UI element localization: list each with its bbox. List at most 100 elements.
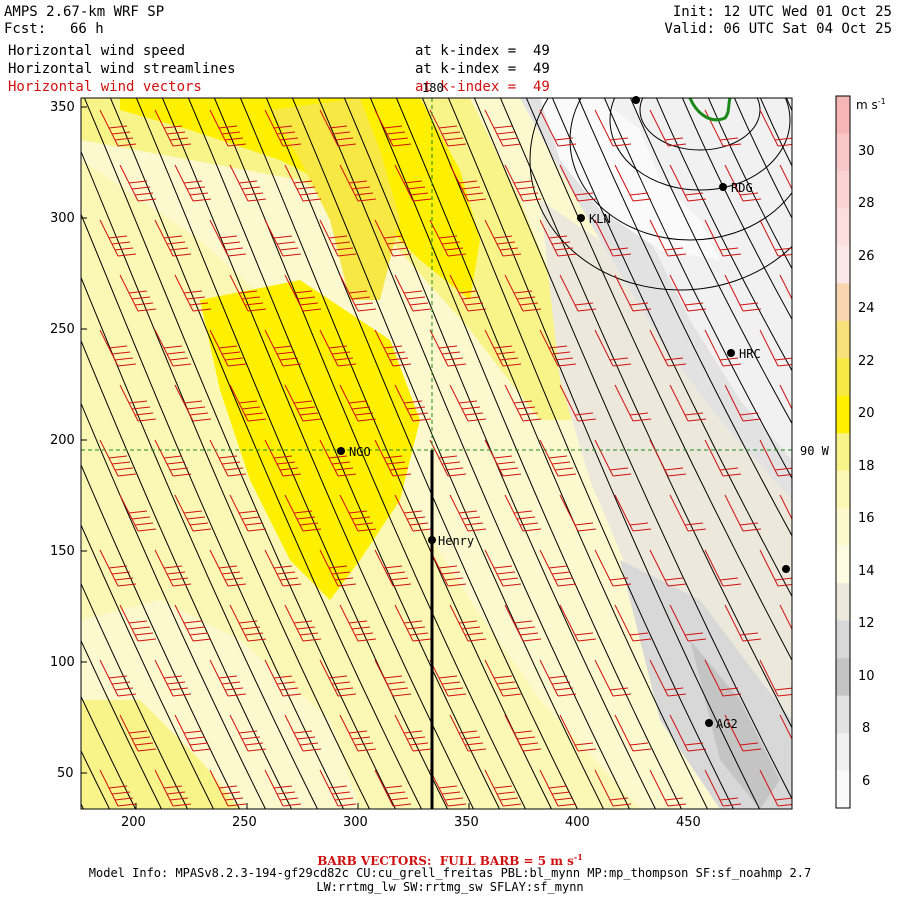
y-tick-label: 100 <box>50 655 75 670</box>
wind-barb <box>154 769 192 807</box>
wind-barb <box>704 439 742 477</box>
colorbar-label: 24 <box>858 301 875 316</box>
wind-barb <box>559 274 597 312</box>
wind-barb <box>504 384 542 422</box>
wind-barb <box>119 274 157 312</box>
wind-barb <box>504 494 542 532</box>
wind-barb <box>339 274 377 312</box>
wind-barb <box>594 109 632 147</box>
colorbar-segment <box>836 395 850 434</box>
plot-frame <box>80 97 793 810</box>
wind-barb <box>119 714 157 752</box>
wind-barb <box>449 164 487 202</box>
wind-barb <box>614 714 652 752</box>
wind-barb <box>614 164 652 202</box>
colorbar-segment <box>836 320 850 359</box>
colorbar-label: 30 <box>858 144 875 159</box>
streamline <box>499 98 792 729</box>
colorbar-segment <box>836 470 850 509</box>
wind-barb <box>319 769 357 807</box>
wind-barb <box>264 769 302 807</box>
colorbar-segment <box>836 358 850 397</box>
colorbar-segment <box>836 695 850 734</box>
parallel-label: 90 W <box>800 444 829 458</box>
colorbar-label: 22 <box>858 354 875 369</box>
wind-barb <box>209 329 247 367</box>
wind-barb <box>669 494 707 532</box>
wind-barb <box>704 549 742 587</box>
wind-barb <box>174 494 212 532</box>
wind-barb <box>484 549 522 587</box>
colorbar-label: 6 <box>862 774 871 789</box>
streamline <box>265 98 579 809</box>
model-title: AMPS 2.67-km WRF SP <box>4 4 165 20</box>
wind-barb <box>119 494 157 532</box>
wind-barb <box>209 659 247 697</box>
station-hrc-label: HRC <box>739 347 761 361</box>
colorbar-label: 28 <box>858 196 875 211</box>
colorbar-segment <box>836 433 850 472</box>
streamline <box>291 98 605 809</box>
wind-barb <box>539 549 577 587</box>
wind-barb <box>154 439 192 477</box>
wind-barb <box>374 769 412 807</box>
colorbar-label: 20 <box>858 406 875 421</box>
wind-barb <box>174 604 212 642</box>
streamline <box>81 402 267 809</box>
station-hrc-marker <box>727 349 735 357</box>
station-ag2-marker <box>705 719 713 727</box>
wind-barb <box>724 384 762 422</box>
wind-barb <box>559 714 597 752</box>
wind-barb <box>724 494 762 532</box>
wind-barb <box>594 329 632 367</box>
colorbar-label: 26 <box>858 249 875 264</box>
colorbar-segment <box>836 545 850 584</box>
station-kln-label: KLN <box>589 212 611 226</box>
wind-barb <box>779 384 792 411</box>
colorbar-segment <box>836 283 850 322</box>
colorbar-segment <box>836 170 850 209</box>
forecast-label: Fcst: <box>4 21 47 37</box>
wind-barb <box>154 659 192 697</box>
wind-barb <box>724 604 762 642</box>
wind-barb <box>174 714 212 752</box>
y-tick-label: 200 <box>50 433 75 448</box>
wind-barb <box>319 659 357 697</box>
wind-barb <box>724 274 762 312</box>
colorbar-unit: m s-1 <box>856 97 886 112</box>
y-tick-label: 50 <box>57 766 74 781</box>
wind-barb <box>559 494 597 532</box>
wind-barb <box>429 659 467 697</box>
wind-barb <box>704 329 742 367</box>
wind-barb <box>539 659 577 697</box>
wind-barb <box>724 714 762 752</box>
wind-barb <box>119 164 157 202</box>
colorbar-segment <box>836 620 850 659</box>
wind-barb <box>374 549 412 587</box>
wind-barb <box>669 714 707 752</box>
x-tick-label: 250 <box>232 815 257 830</box>
streamline <box>421 98 735 809</box>
field-2-name: Horizontal wind streamlines <box>8 61 236 77</box>
colorbar-label: 14 <box>858 564 875 579</box>
barb-legend: BARB VECTORS: FULL BARB = 5 m s-1 <box>317 852 583 868</box>
wind-barb <box>704 659 742 697</box>
streamline <box>707 98 792 270</box>
colorbar-label: 16 <box>858 511 875 526</box>
wind-barb <box>779 604 792 631</box>
model-info-physics: LW:rrtmg_lw SW:rrtmg_sw SFLAY:sf_mynn <box>316 880 584 894</box>
wind-barbs <box>99 109 792 807</box>
wind-barb <box>284 164 322 202</box>
wind-barb <box>504 714 542 752</box>
wind-barb <box>449 604 487 642</box>
y-tick-label: 350 <box>50 100 75 115</box>
wind-barb <box>209 109 247 147</box>
wind-barb <box>374 439 412 477</box>
streamline <box>81 463 241 809</box>
wind-barb <box>649 329 687 367</box>
wind-barb <box>119 384 157 422</box>
streamline <box>551 98 792 598</box>
wind-barb <box>229 274 267 312</box>
wind-barb <box>484 219 522 257</box>
